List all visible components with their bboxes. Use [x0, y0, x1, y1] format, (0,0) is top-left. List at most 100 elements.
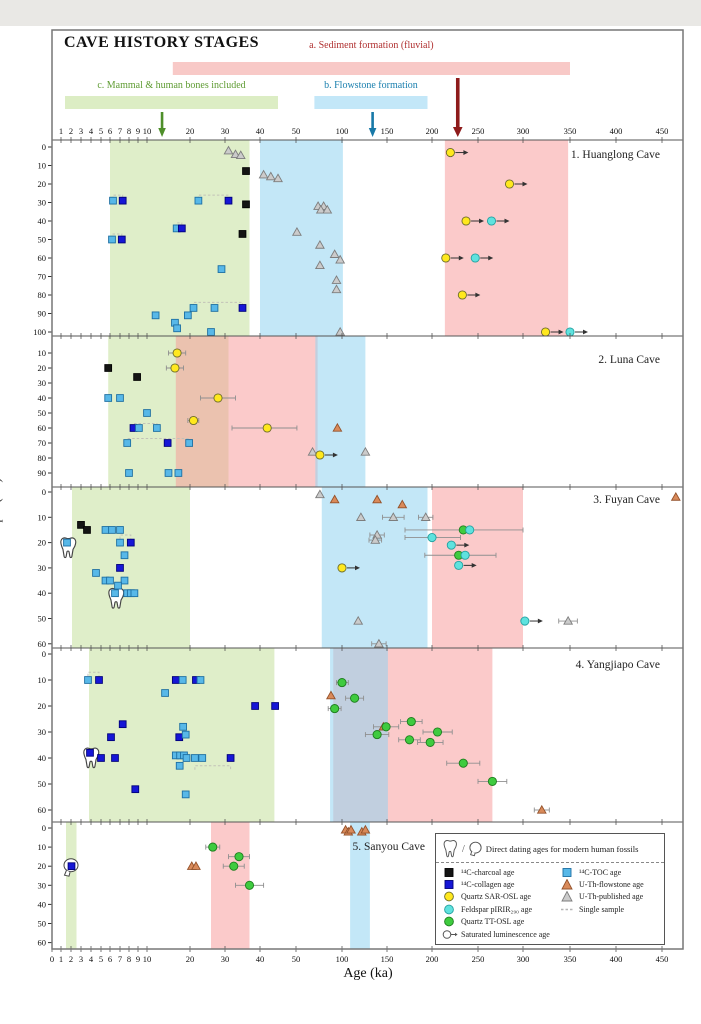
- depth-tick-label: 70: [38, 272, 47, 282]
- data-point-toc: [178, 676, 187, 684]
- data-point-toc: [120, 551, 129, 560]
- sar-circle-icon: [444, 892, 454, 902]
- saturated-arrow-head: [458, 255, 464, 261]
- stage-b-arrow: [371, 112, 374, 129]
- data-point-sar: [461, 216, 471, 226]
- data-point-toc: [191, 754, 199, 762]
- panel-label-fuyan: 3. Fuyan Cave: [593, 494, 660, 506]
- data-point-collagen: [271, 702, 279, 710]
- data-point-ttosl: [234, 852, 244, 862]
- data-point-toc: [210, 304, 219, 312]
- data-point-charcoal: [242, 167, 250, 175]
- data-point-ttosl: [487, 776, 497, 786]
- depth-tick-label: 40: [38, 393, 47, 403]
- depth-tick-label: 20: [38, 363, 47, 373]
- legend-item-ttosl: Quartz TT-OSL age: [442, 916, 560, 928]
- stage-c-label: c. Mammal & human bones included: [97, 80, 246, 91]
- data-point-uthf: [190, 861, 201, 870]
- legend-label: U-Th-published age: [579, 892, 644, 902]
- band-green: [110, 140, 250, 336]
- bottom-axis-label: 7: [118, 954, 122, 964]
- legend-item-collagen: ¹⁴C-collagen age: [442, 878, 560, 890]
- data-point-toc: [179, 722, 187, 731]
- data-point-toc: [183, 311, 192, 320]
- saturated-arrow-head: [464, 542, 470, 548]
- y-axis-title: Depth (cm): [0, 478, 3, 538]
- uth-published-triangle-icon: [561, 891, 573, 902]
- data-point-uthp: [360, 446, 371, 456]
- band-green: [66, 822, 77, 949]
- top-axis-label: 1: [59, 126, 63, 136]
- depth-tick-label: 0: [42, 142, 46, 152]
- band-pink: [432, 487, 523, 648]
- depth-tick-label: 0: [42, 823, 46, 833]
- data-point-toc: [116, 538, 124, 547]
- legend-label: Quartz TT-OSL age: [461, 917, 525, 927]
- data-point-uthf: [372, 494, 383, 504]
- data-point-pirir: [427, 532, 437, 543]
- top-axis-label: 6: [108, 126, 112, 136]
- bottom-axis-label: 300: [517, 954, 530, 964]
- data-point-sar: [541, 327, 551, 337]
- depth-tick-label: 20: [38, 701, 47, 711]
- data-point-sar: [504, 179, 515, 189]
- data-point-toc: [189, 304, 198, 312]
- depth-tick-label: 10: [38, 348, 47, 358]
- single-sample-dash-icon: [561, 908, 574, 911]
- data-point-charcoal: [77, 521, 85, 529]
- data-point-uthp: [315, 204, 326, 214]
- data-point-toc: [217, 265, 226, 273]
- data-point-toc: [135, 424, 143, 432]
- data-point-pirir: [470, 253, 480, 263]
- data-point-collagen: [177, 224, 186, 233]
- band-green: [72, 487, 190, 648]
- data-point-ttosl: [337, 678, 347, 688]
- stage-a-arrow-head: [452, 127, 463, 137]
- data-point-uthf: [325, 690, 336, 700]
- data-point-collagen: [107, 733, 115, 742]
- depth-tick-label: 60: [38, 423, 47, 433]
- legend-item-single-sample: Single sample: [560, 903, 660, 915]
- top-axis-label: 350: [564, 126, 577, 136]
- bottom-axis-label: 5: [99, 954, 103, 964]
- top-axis-label: 450: [656, 126, 669, 136]
- data-point-uthp: [265, 171, 276, 181]
- panel-luna: 10 20 30 40 50 60 70 80 90: [38, 335, 684, 488]
- data-point-sar: [172, 348, 182, 358]
- data-point-collagen: [171, 676, 180, 684]
- depth-tick-label: 70: [38, 438, 47, 448]
- data-point-sar: [337, 563, 347, 573]
- depth-tick-label: 30: [38, 880, 47, 890]
- bottom-axis-label: 10: [143, 954, 152, 964]
- data-point-collagen: [175, 733, 184, 742]
- legend-label: Saturated luminescence age: [461, 929, 550, 939]
- top-axis-label: 10: [143, 126, 152, 136]
- data-point-collagen: [117, 235, 126, 244]
- data-point-collagen: [86, 748, 94, 757]
- data-point-uthp: [331, 284, 342, 294]
- depth-tick-label: 20: [38, 538, 47, 548]
- band-blue: [260, 140, 343, 336]
- panel-label-sanyou: 5. Sanyou Cave: [352, 841, 425, 853]
- depth-tick-label: 30: [38, 378, 47, 388]
- collagen-square-icon: [444, 880, 454, 890]
- tooth-icon: [443, 840, 457, 858]
- data-point-pirir: [465, 525, 475, 535]
- page-top-band: [0, 0, 701, 26]
- top-axis-label: 50: [292, 126, 301, 136]
- data-point-toc: [116, 526, 124, 534]
- top-axis-label: 7: [118, 126, 122, 136]
- bottom-axis-label: 9: [136, 954, 140, 964]
- data-point-uthf: [346, 824, 356, 834]
- data-point-collagen: [226, 754, 235, 762]
- data-point-uthf: [360, 824, 371, 834]
- data-point-toc: [116, 394, 124, 402]
- data-point-ttosl: [432, 727, 443, 737]
- data-point-sar: [188, 415, 199, 426]
- depth-tick-label: 10: [38, 842, 47, 852]
- top-axis-label: 400: [610, 126, 623, 136]
- data-point-uthp: [370, 534, 381, 544]
- data-point-uthp: [230, 149, 241, 159]
- top-axis-label: 150: [381, 126, 394, 136]
